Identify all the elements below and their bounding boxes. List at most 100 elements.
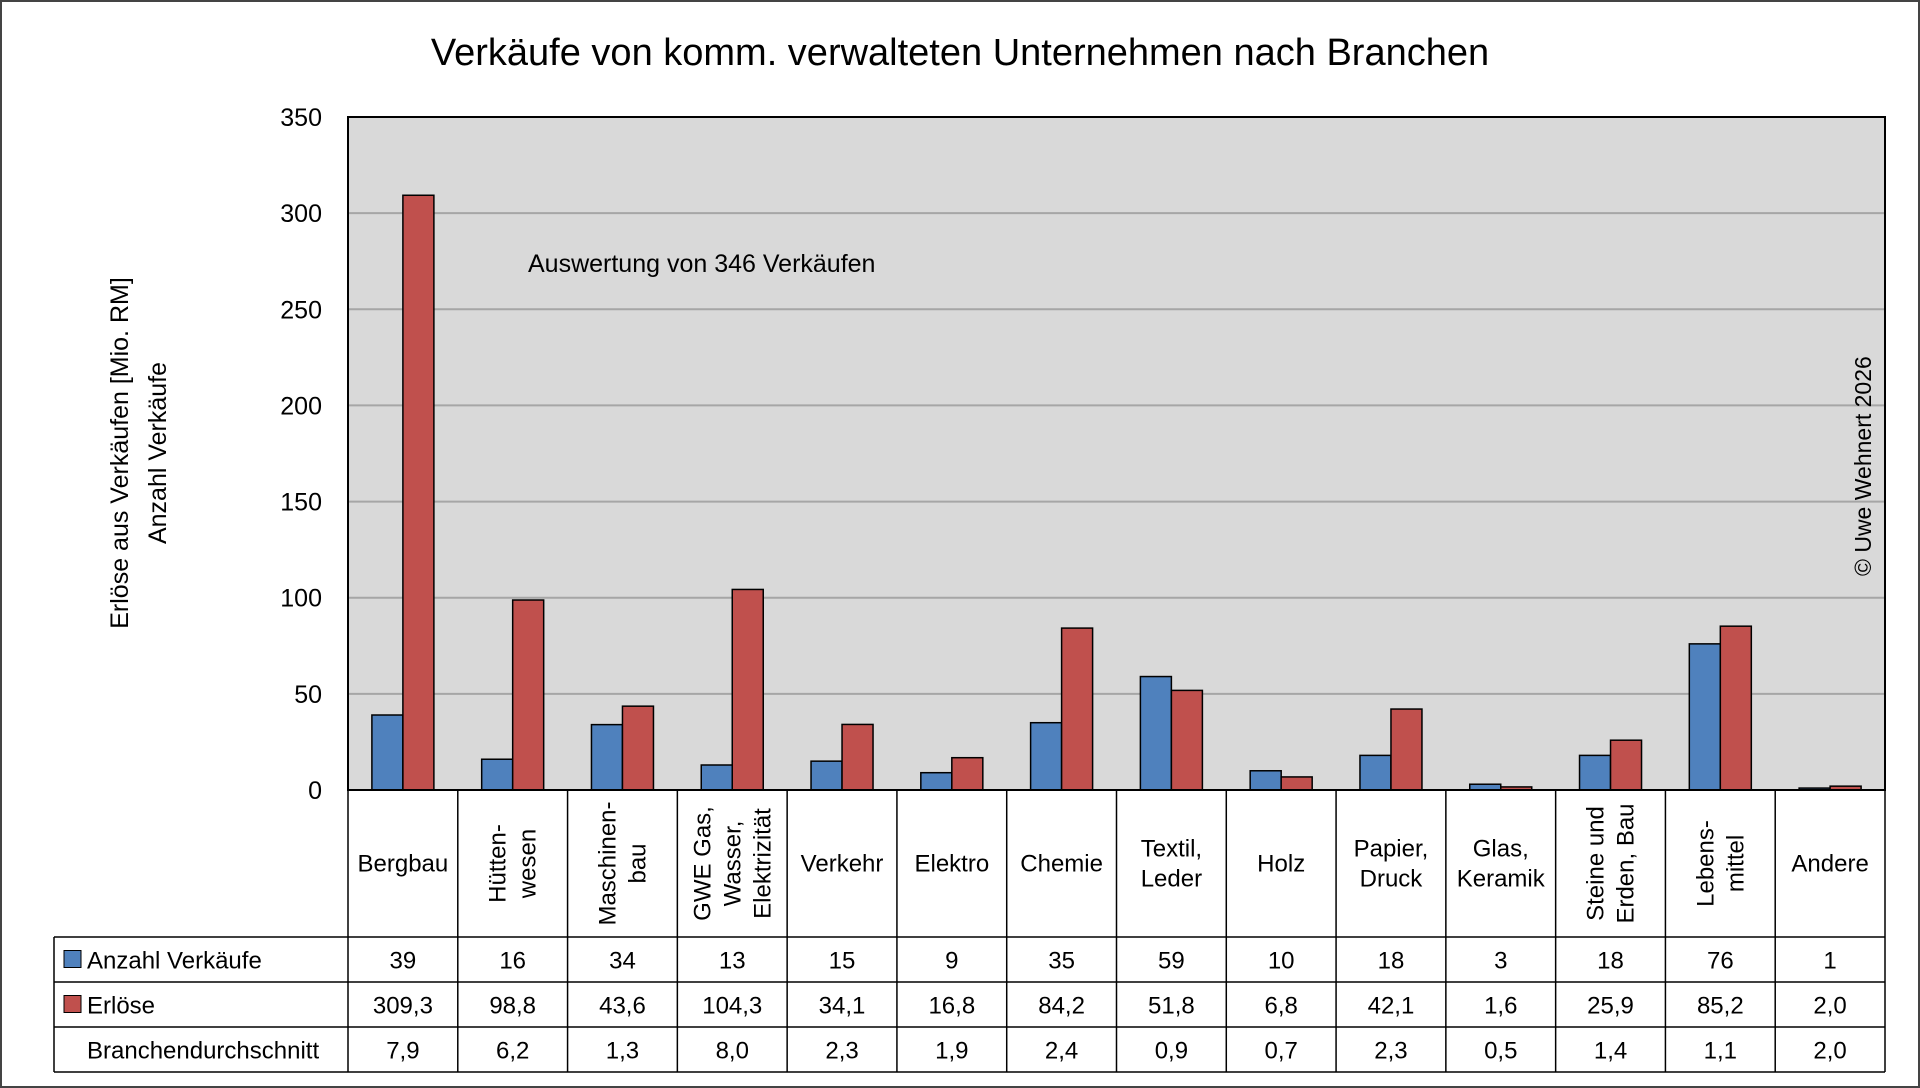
y-tick-label: 350 xyxy=(280,104,322,132)
table-cell-value: 10 xyxy=(1268,948,1295,975)
table-cell-value: 43,6 xyxy=(599,993,646,1020)
table-cell-value: 309,3 xyxy=(373,993,433,1020)
table-cell-value: 13 xyxy=(719,948,746,975)
category-label: Hütten-wesen xyxy=(485,824,542,903)
table-cell-value: 6,2 xyxy=(496,1038,529,1065)
category-label-text: Steine und Erden, Bau xyxy=(1583,803,1640,923)
category-label-line: bau xyxy=(624,843,651,883)
bar-anzahl xyxy=(810,760,843,791)
category-label-line: Hütten- xyxy=(485,824,512,903)
category-label: Textil, Leder xyxy=(1141,836,1202,893)
bar-erloese xyxy=(402,194,435,791)
category-label-line: Steine und xyxy=(1583,806,1610,921)
category-label-line: mittel xyxy=(1722,835,1749,892)
category-label-line: Wasser, xyxy=(719,821,746,907)
category-label-line: Druck xyxy=(1360,866,1424,893)
bar-anzahl xyxy=(1359,754,1392,791)
bar-erloese xyxy=(1390,708,1423,791)
category-label-text: Elektro xyxy=(914,851,989,878)
category-label: Holz xyxy=(1257,851,1305,878)
bar-anzahl xyxy=(1139,675,1173,791)
y-tick-label: 0 xyxy=(308,777,322,805)
category-label-text: Bergbau xyxy=(358,851,449,878)
category-label: Maschinen-bau xyxy=(594,801,651,925)
y-axis-label: Erlöse aus Verkäufen [Mio. RM] Anzahl Ver… xyxy=(106,277,172,629)
copyright-text: © Uwe Wehnert 2026 xyxy=(1850,356,1876,576)
category-label-line: Textil, xyxy=(1141,836,1202,863)
table-cell-value: 34 xyxy=(609,948,636,975)
category-label-line: Keramik xyxy=(1457,866,1546,893)
bar-erloese xyxy=(621,705,655,791)
category-label: Elektro xyxy=(914,851,989,878)
table-cell-value: 1,1 xyxy=(1704,1038,1737,1065)
table-cell-value: 84,2 xyxy=(1038,993,1085,1020)
category-label: Bergbau xyxy=(358,851,449,878)
table-cell-value: 0,7 xyxy=(1264,1038,1297,1065)
bar-erloese xyxy=(1719,625,1753,791)
category-label-text: Hütten-wesen xyxy=(485,824,542,903)
table-row-label: Anzahl Verkäufe xyxy=(87,948,262,975)
table-cell-value: 1,3 xyxy=(606,1038,639,1065)
y-tick-label: 200 xyxy=(280,392,322,420)
table-cell-value: 39 xyxy=(390,948,417,975)
table-row-label: Erlöse xyxy=(87,993,155,1020)
table-cell-value: 1,4 xyxy=(1594,1038,1627,1065)
category-label-line: wesen xyxy=(515,829,542,899)
category-label-text: Maschinen-bau xyxy=(594,801,651,925)
bar-anzahl xyxy=(1688,643,1722,791)
category-label-line: Lebens- xyxy=(1692,820,1719,907)
table-cell-value: 0,9 xyxy=(1155,1038,1188,1065)
category-label: Papier, Druck xyxy=(1354,836,1429,893)
table-cell-value: 2,0 xyxy=(1813,993,1846,1020)
bar-anzahl xyxy=(371,714,404,791)
category-label-text: Verkehr xyxy=(801,851,884,878)
category-label-line: Andere xyxy=(1791,851,1868,878)
y-tick-label: 100 xyxy=(280,585,322,613)
table-cell-value: 18 xyxy=(1378,948,1405,975)
table-row-label: Branchendurchschnitt xyxy=(87,1038,319,1065)
category-label-text: Andere xyxy=(1791,851,1868,878)
category-label-text: Textil, Leder xyxy=(1141,836,1202,893)
bar-anzahl xyxy=(700,764,733,791)
category-label-line: Papier, xyxy=(1354,836,1429,863)
category-label-line: Elektrizität xyxy=(749,808,776,919)
bar-erloese xyxy=(1609,739,1643,791)
bar-erloese xyxy=(841,723,874,791)
bar-erloese xyxy=(731,588,764,791)
category-label-text: Papier, Druck xyxy=(1354,836,1429,893)
bar-anzahl xyxy=(480,758,514,791)
category-label-line: Holz xyxy=(1257,851,1305,878)
table-cell-value: 104,3 xyxy=(702,993,762,1020)
bar-anzahl xyxy=(590,723,624,791)
category-label-text: Lebens-mittel xyxy=(1692,820,1749,907)
legend-key xyxy=(63,950,82,968)
table-cell-value: 18 xyxy=(1597,948,1624,975)
table-cell-value: 7,9 xyxy=(386,1038,419,1065)
table-cell-value: 76 xyxy=(1707,948,1734,975)
category-label-line: Verkehr xyxy=(801,851,884,878)
table-cell-value: 8,0 xyxy=(716,1038,749,1065)
table-cell-value: 98,8 xyxy=(489,993,536,1020)
legend-key xyxy=(63,995,82,1013)
category-label: GWE Gas, Wasser, Elektrizität xyxy=(689,806,776,921)
bar-erloese xyxy=(1060,627,1094,791)
category-label-line: Chemie xyxy=(1020,851,1103,878)
category-label: Chemie xyxy=(1020,851,1103,878)
table-cell-value: 2,3 xyxy=(825,1038,858,1065)
table-cell-value: 42,1 xyxy=(1368,993,1415,1020)
y-axis-label-line: Anzahl Verkäufe xyxy=(144,362,172,544)
table-cell-value: 3 xyxy=(1494,948,1507,975)
bar-erloese xyxy=(951,756,984,791)
y-tick-label: 150 xyxy=(280,489,322,517)
category-label-text: GWE Gas, Wasser, Elektrizität xyxy=(689,806,776,921)
bar-anzahl xyxy=(1029,721,1063,791)
bar-erloese xyxy=(1170,689,1204,791)
table-cell-value: 2,3 xyxy=(1374,1038,1407,1065)
bar-erloese xyxy=(1280,776,1313,791)
plot-area xyxy=(348,117,1885,790)
category-label-line: Bergbau xyxy=(358,851,449,878)
category-label-text: Holz xyxy=(1257,851,1305,878)
bar-anzahl xyxy=(1249,770,1282,791)
bar-anzahl xyxy=(1578,754,1612,791)
